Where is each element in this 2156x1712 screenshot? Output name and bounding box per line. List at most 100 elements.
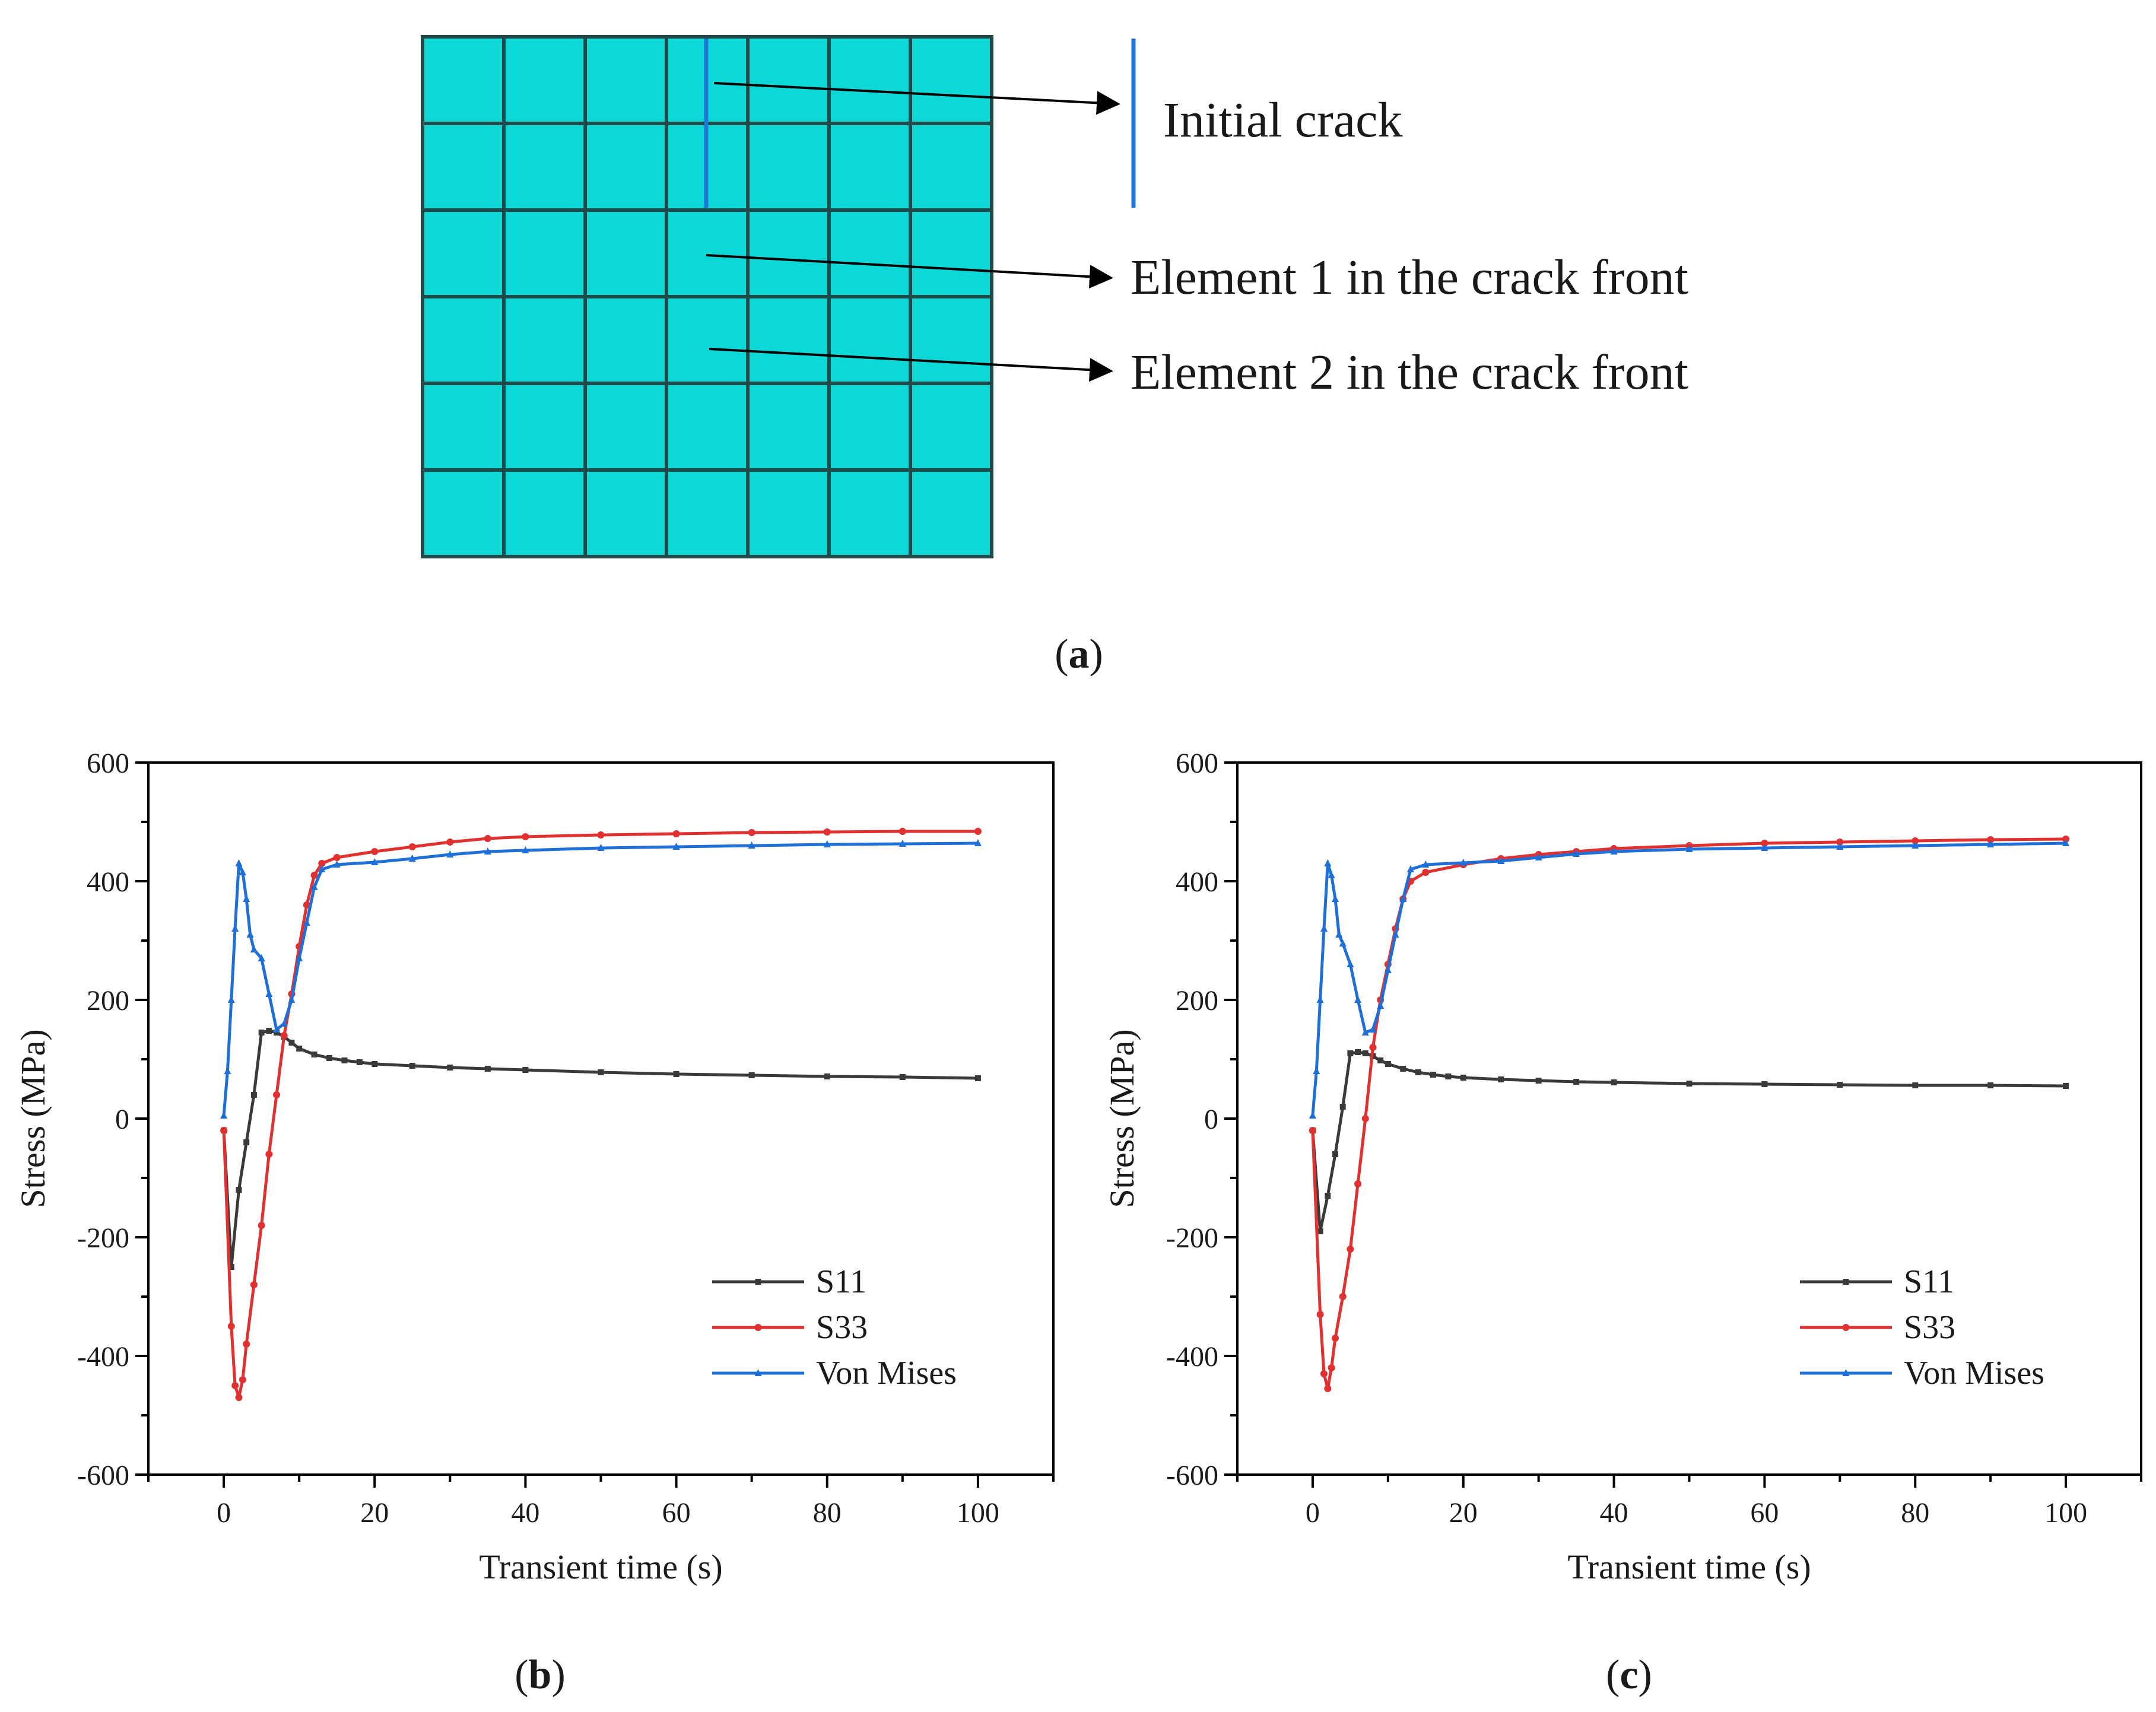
x-tick-label: 0 [217, 1497, 231, 1529]
data-point [371, 848, 379, 855]
data-point [2063, 1083, 2069, 1089]
data-point [235, 1394, 243, 1401]
data-point [1415, 1069, 1421, 1075]
y-tick-label: -400 [1166, 1341, 1218, 1373]
data-point [1406, 865, 1414, 872]
initial-crack-label: Initial crack [1163, 93, 1402, 148]
y-axis-label: Stress (MPa) [14, 1029, 52, 1208]
data-point [2062, 839, 2070, 846]
mesh-grid [421, 35, 993, 558]
data-point [341, 1057, 348, 1063]
legend-label: Von Mises [816, 1355, 957, 1392]
data-point [522, 833, 529, 840]
data-point [1912, 1082, 1919, 1088]
data-point [1316, 1311, 1324, 1318]
data-point [1685, 845, 1693, 852]
x-tick-label: 60 [662, 1497, 691, 1529]
series-line [222, 1029, 978, 1269]
series-s11 [221, 1028, 981, 1270]
caption-a-letter: a [1069, 631, 1090, 677]
data-point [1355, 1049, 1361, 1055]
element2-arrow [709, 348, 1113, 382]
caption-b: (b) [515, 1652, 566, 1698]
data-point [672, 843, 680, 850]
initial-crack-arrow [713, 82, 1120, 115]
data-point [303, 919, 310, 926]
data-point [823, 828, 831, 836]
y-tick-label: 600 [1176, 748, 1218, 779]
data-point [243, 895, 250, 902]
data-point [408, 855, 416, 862]
legend-marker [1843, 1279, 1849, 1285]
legend-label: Von Mises [1904, 1355, 2044, 1392]
y-tick-label: -600 [77, 1460, 129, 1491]
element1-label: Element 1 in the crack front [1131, 250, 1688, 305]
data-point [1987, 836, 1995, 843]
data-point [1332, 1151, 1338, 1157]
data-point [1445, 1073, 1452, 1079]
series-line [222, 830, 978, 1399]
mesh-cell [583, 122, 668, 212]
data-point [1430, 1072, 1436, 1078]
y-axis-label: Stress (MPa) [1103, 1029, 1141, 1208]
mesh-cell [583, 382, 668, 472]
data-point [227, 1323, 235, 1330]
data-point [1335, 930, 1343, 938]
data-point [1392, 930, 1399, 938]
data-point [1535, 1078, 1542, 1084]
data-point [1400, 1066, 1406, 1072]
mesh-cell [502, 35, 587, 125]
data-point [356, 1059, 363, 1065]
data-point [597, 831, 605, 838]
x-tick-label: 20 [1449, 1497, 1478, 1529]
data-point [1422, 869, 1430, 876]
data-point [235, 859, 243, 866]
data-point [265, 990, 273, 997]
data-point [1347, 1246, 1354, 1253]
mesh-cell [909, 468, 993, 558]
data-point [446, 850, 454, 857]
data-point [1331, 895, 1339, 902]
data-point [974, 1075, 981, 1081]
y-tick-label: 400 [1176, 866, 1218, 898]
data-point [522, 846, 529, 853]
data-point [484, 1066, 491, 1072]
data-point [224, 1067, 231, 1074]
data-point [1761, 840, 1768, 847]
data-point [333, 860, 341, 868]
mesh-cell [746, 295, 831, 385]
data-point [447, 1065, 453, 1071]
mesh-cell [421, 382, 506, 472]
mesh-cell [827, 468, 912, 558]
mesh-cell [502, 208, 587, 298]
data-point [231, 1382, 239, 1389]
caption-a: (a) [1055, 631, 1103, 677]
data-point [1911, 837, 1919, 844]
data-point [303, 901, 310, 909]
legend-item: S33 [1800, 1309, 1955, 1346]
data-point [318, 860, 326, 867]
legend-label: S11 [1904, 1263, 1954, 1300]
data-point [898, 828, 906, 835]
data-point [227, 996, 235, 1003]
data-point [1377, 1002, 1385, 1009]
element2-label: Element 2 in the crack front [1131, 345, 1688, 400]
data-point [258, 1222, 265, 1229]
mesh-cell [421, 468, 506, 558]
data-point [598, 1069, 604, 1075]
data-point [1836, 838, 1844, 846]
data-point [1317, 1228, 1323, 1234]
data-point [1385, 1061, 1391, 1067]
x-tick-label: 80 [1901, 1497, 1929, 1529]
data-point [220, 1127, 228, 1134]
data-point [246, 930, 254, 938]
x-tick-label: 40 [1600, 1497, 1628, 1529]
data-point [280, 1019, 288, 1027]
mesh-cell [827, 295, 912, 385]
data-point [673, 1071, 679, 1077]
stress-chart-c: 0 20 40 60 80 100 -600 -400 -200 0 200 400 600 Transi… [1103, 748, 2142, 1698]
y-tick-label: 200 [87, 985, 129, 1017]
y-tick-label: 200 [1176, 985, 1218, 1017]
data-point [1309, 1127, 1316, 1134]
